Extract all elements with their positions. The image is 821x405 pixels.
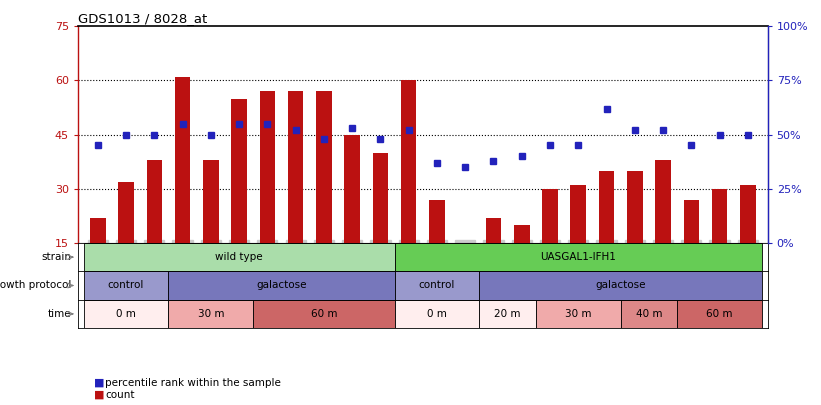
Bar (175, 77, 190, 243)
Bar (288, 91, 304, 243)
Bar (486, 217, 502, 243)
Text: galactose: galactose (256, 281, 307, 290)
Text: 40 m: 40 m (635, 309, 663, 319)
Text: control: control (108, 281, 144, 290)
Bar (253, 300, 395, 328)
Text: 30 m: 30 m (565, 309, 591, 319)
Bar (655, 160, 671, 243)
Text: 30 m: 30 m (198, 309, 224, 319)
Text: control: control (419, 281, 455, 290)
Bar (599, 171, 614, 243)
Bar (168, 271, 395, 300)
Bar (479, 271, 762, 300)
Bar (677, 300, 762, 328)
Bar (712, 189, 727, 243)
Text: growth protocol: growth protocol (0, 281, 71, 290)
Text: 20 m: 20 m (494, 309, 521, 319)
Bar (146, 160, 162, 243)
Text: count: count (105, 390, 135, 400)
Bar (536, 300, 621, 328)
Text: strain: strain (41, 252, 71, 262)
Bar (479, 300, 536, 328)
Bar (395, 271, 479, 300)
Bar (373, 153, 388, 243)
Bar (84, 243, 395, 271)
Bar (203, 160, 218, 243)
Bar (514, 225, 530, 243)
Bar (627, 171, 643, 243)
Bar (621, 300, 677, 328)
Bar (316, 91, 332, 243)
Bar (84, 271, 168, 300)
Text: 60 m: 60 m (706, 309, 733, 319)
Text: galactose: galactose (595, 281, 646, 290)
Bar (259, 91, 275, 243)
Bar (395, 300, 479, 328)
Text: UASGAL1-IFH1: UASGAL1-IFH1 (540, 252, 617, 262)
Text: time: time (48, 309, 71, 319)
Text: ■: ■ (94, 378, 105, 388)
Text: 0 m: 0 m (427, 309, 447, 319)
Bar (740, 185, 755, 243)
Text: 0 m: 0 m (116, 309, 136, 319)
Bar (684, 200, 699, 243)
Bar (84, 300, 168, 328)
Bar (232, 98, 247, 243)
Bar (571, 185, 586, 243)
Text: 60 m: 60 m (310, 309, 337, 319)
Bar (168, 300, 253, 328)
Bar (90, 217, 106, 243)
Bar (395, 243, 762, 271)
Bar (401, 81, 416, 243)
Bar (118, 181, 134, 243)
Text: GDS1013 / 8028_at: GDS1013 / 8028_at (78, 12, 207, 25)
Bar (344, 134, 360, 243)
Text: percentile rank within the sample: percentile rank within the sample (105, 378, 281, 388)
Bar (429, 200, 445, 243)
Bar (542, 189, 557, 243)
Text: wild type: wild type (215, 252, 263, 262)
Text: ■: ■ (94, 390, 105, 400)
